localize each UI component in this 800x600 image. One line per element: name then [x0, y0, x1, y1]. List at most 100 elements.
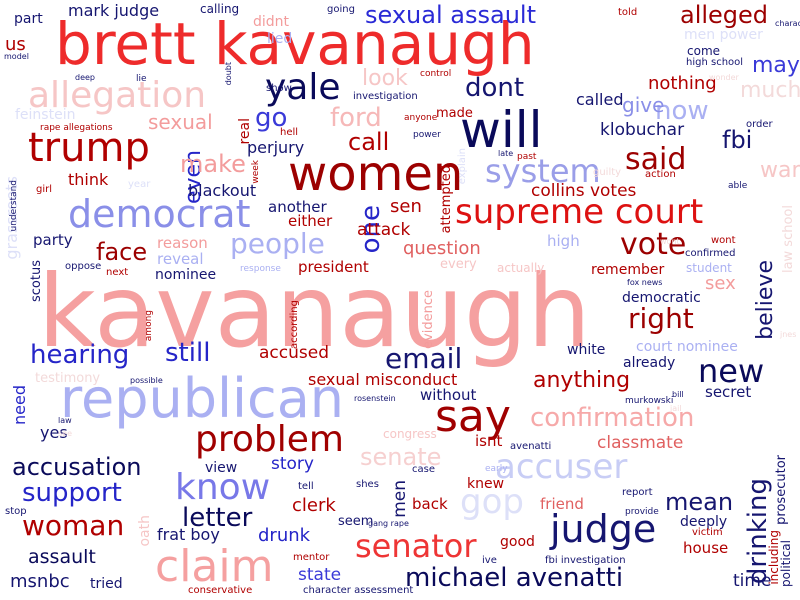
cloud-word: collins votes [531, 181, 637, 201]
cloud-word: mean [665, 488, 734, 516]
cloud-word: another [268, 198, 327, 216]
cloud-word: assault [28, 546, 96, 568]
cloud-word: system [485, 152, 601, 190]
cloud-word: oath [137, 515, 153, 547]
cloud-word: confirmed [685, 248, 736, 259]
cloud-word: email [385, 342, 463, 375]
cloud-word: make [180, 150, 246, 178]
cloud-word: possible [130, 376, 163, 385]
cloud-word: state [298, 565, 342, 585]
cloud-word: jnes [780, 330, 797, 339]
cloud-word: sex [705, 273, 736, 294]
cloud-word: already [623, 355, 676, 371]
cloud-word: reveal [157, 250, 204, 268]
cloud-word: response [240, 264, 281, 274]
cloud-word: view [205, 460, 238, 476]
cloud-word: court nominee [636, 339, 738, 355]
cloud-word: accusation [12, 453, 142, 481]
cloud-word: perjury [247, 138, 305, 157]
cloud-word: attack [357, 220, 411, 240]
cloud-word: victim [692, 527, 723, 538]
cloud-word: us [5, 34, 26, 55]
cloud-word: house [683, 539, 729, 557]
cloud-word: time [733, 571, 772, 591]
cloud-word: law school [781, 205, 796, 274]
cloud-word: anything [533, 368, 631, 393]
cloud-word: murkowski [625, 396, 674, 406]
cloud-word: secret [705, 383, 752, 401]
cloud-word: attempted [439, 165, 454, 234]
cloud-word: party [33, 231, 73, 249]
cloud-word: including [767, 530, 781, 585]
cloud-word: action [645, 169, 676, 180]
cloud-word: deeply [680, 514, 728, 530]
cloud-word: fbi [722, 126, 753, 154]
cloud-word: real [237, 118, 253, 145]
cloud-word: people [230, 227, 325, 260]
cloud-word: report [622, 487, 653, 498]
cloud-word: mark judge [68, 1, 160, 20]
cloud-word: supreme court [455, 192, 704, 232]
cloud-word: face [96, 238, 148, 266]
cloud-word: called [576, 90, 624, 109]
cloud-word: democratic [622, 290, 701, 306]
cloud-word: hell [280, 127, 299, 138]
cloud-word: able [728, 181, 748, 191]
cloud-word: accuser [495, 447, 628, 487]
cloud-word: good [500, 534, 535, 550]
cloud-word: part [14, 11, 43, 27]
cloud-word: senator [355, 527, 477, 565]
cloud-word: see [58, 429, 73, 438]
cloud-word: political [779, 540, 793, 587]
cloud-word: msnbc [10, 571, 70, 592]
cloud-word: classmate [597, 433, 684, 453]
cloud-word: without [420, 386, 477, 404]
cloud-word: investigation [353, 91, 418, 102]
cloud-word: question [403, 238, 481, 259]
cloud-word: confirmation [530, 403, 695, 433]
cloud-word: brett kavanaugh [55, 10, 535, 78]
cloud-word: drunk [258, 525, 311, 546]
cloud-word: mentor [293, 552, 330, 563]
cloud-word: gang rape [368, 519, 409, 528]
cloud-word: model [4, 52, 29, 61]
cloud-word: student [686, 261, 732, 275]
cloud-word: kavanaugh [38, 253, 591, 370]
cloud-word: judge [550, 507, 657, 551]
cloud-word: isnt [475, 432, 503, 450]
cloud-word: told [618, 7, 638, 18]
cloud-word: much [740, 78, 800, 103]
cloud-word: explain [457, 148, 468, 185]
cloud-word: wont [711, 235, 736, 246]
cloud-word: sexual misconduct [308, 370, 458, 389]
cloud-word: letter [182, 503, 253, 533]
cloud-word: actually [497, 261, 545, 275]
cloud-word: avenatti [510, 441, 552, 452]
cloud-word: may [752, 53, 800, 78]
cloud-word: going [327, 4, 355, 15]
cloud-word: character [775, 19, 800, 28]
cloud-word: provide [625, 507, 659, 517]
cloud-word: rape allegations [40, 123, 113, 133]
cloud-word: didnt [253, 14, 290, 30]
cloud-word: past [517, 152, 537, 162]
cloud-word: story [271, 454, 314, 474]
cloud-word: evidence [421, 290, 436, 349]
cloud-word: give [622, 93, 665, 117]
cloud-word: yale [265, 67, 341, 108]
cloud-word: every [440, 257, 477, 272]
cloud-word: white [567, 342, 606, 358]
cloud-word: call [348, 128, 390, 156]
cloud-word: testimony [35, 371, 101, 386]
cloud-word: support [22, 478, 122, 508]
cloud-word: early [485, 464, 508, 474]
cloud-word: anyone [404, 113, 438, 123]
cloud-word: president [298, 258, 369, 276]
cloud-word: want [760, 158, 800, 183]
cloud-word: understand [9, 180, 19, 232]
cloud-word: oppose [65, 261, 102, 272]
cloud-word: sexual assault [365, 1, 536, 29]
cloud-word: made [436, 106, 473, 121]
cloud-word: high school [686, 57, 744, 68]
